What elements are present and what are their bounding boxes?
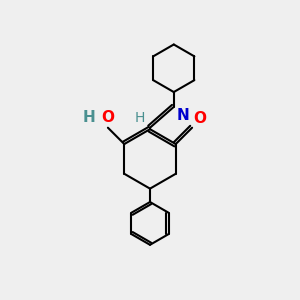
Text: H: H (83, 110, 95, 125)
Text: N: N (176, 108, 189, 123)
Text: O: O (101, 110, 114, 125)
Text: O: O (194, 111, 207, 126)
Text: H: H (134, 111, 145, 125)
